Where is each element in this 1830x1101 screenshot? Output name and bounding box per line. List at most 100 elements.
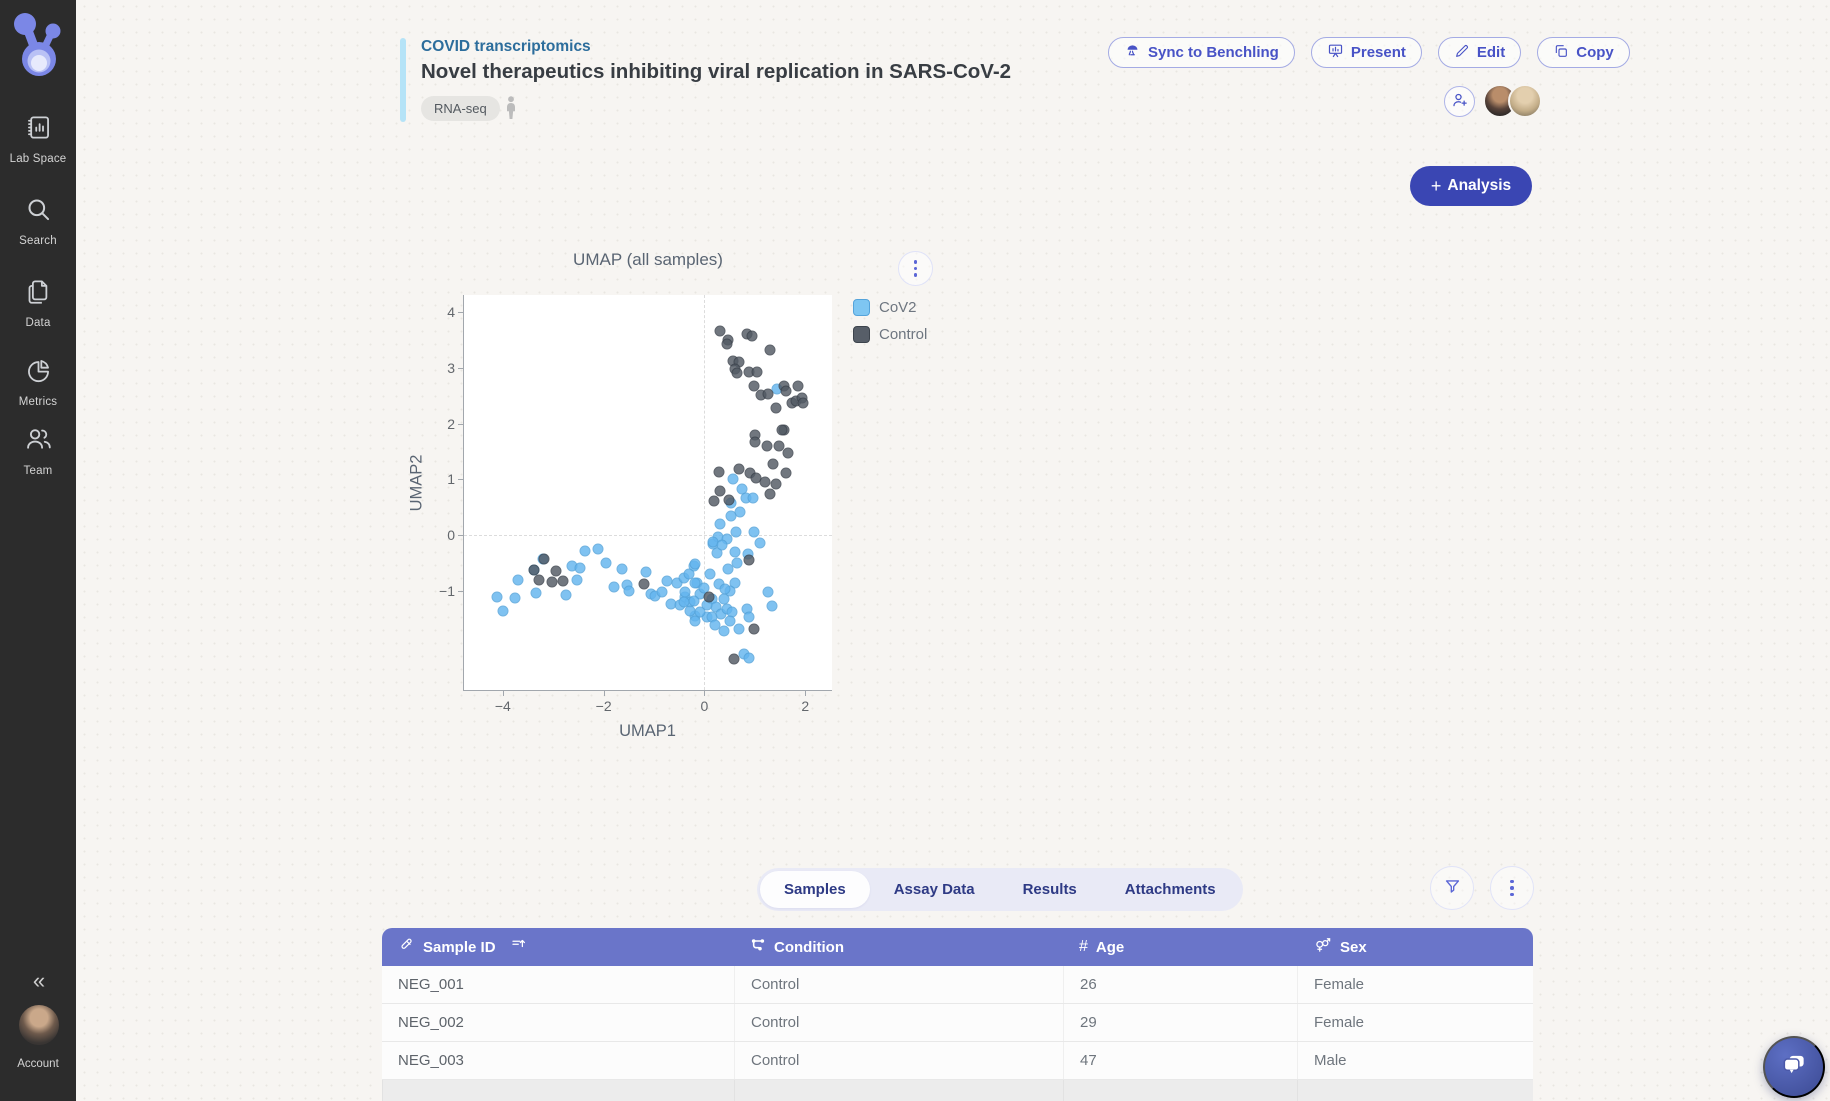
account-avatar[interactable] bbox=[19, 1005, 59, 1045]
lab-notebook-icon bbox=[25, 114, 52, 146]
pencil-icon bbox=[1454, 43, 1470, 63]
add-user-button[interactable] bbox=[1444, 85, 1475, 117]
sidebar-item-lab-space[interactable]: Lab Space bbox=[0, 114, 76, 165]
page-title: Novel therapeutics inhibiting viral repl… bbox=[421, 60, 1012, 83]
data-point-cov2 bbox=[560, 589, 572, 601]
title-accent-bar bbox=[400, 38, 406, 122]
filter-button[interactable] bbox=[1430, 866, 1474, 910]
sidebar-item-metrics[interactable]: Metrics bbox=[0, 357, 76, 408]
benchling-icon bbox=[1124, 42, 1141, 63]
data-point-control bbox=[762, 388, 774, 400]
data-point-cov2 bbox=[731, 557, 743, 569]
add-analysis-button[interactable]: + Analysis bbox=[1410, 166, 1532, 206]
chart-menu-button[interactable] bbox=[898, 251, 933, 286]
sidebar-item-label: Team bbox=[23, 465, 53, 477]
data-point-control bbox=[792, 380, 804, 392]
tab-samples[interactable]: Samples bbox=[760, 871, 870, 908]
y-tick bbox=[458, 423, 463, 425]
cell-age: 29 bbox=[1063, 1004, 1297, 1041]
x-tick bbox=[603, 691, 605, 696]
cell-condition: Control bbox=[734, 1042, 1063, 1079]
data-point-cov2 bbox=[600, 557, 612, 569]
data-point-cov2 bbox=[727, 473, 739, 485]
person-tag-icon bbox=[504, 96, 518, 125]
data-point-control bbox=[721, 338, 733, 350]
tab-attachments[interactable]: Attachments bbox=[1124, 881, 1216, 898]
y-tick-label: 3 bbox=[447, 359, 455, 376]
rna-seq-tag[interactable]: RNA-seq bbox=[421, 96, 500, 121]
table-row-partial[interactable] bbox=[382, 1080, 1533, 1101]
data-point-control bbox=[538, 553, 550, 565]
present-button[interactable]: Present bbox=[1310, 37, 1422, 68]
x-tick-label: −2 bbox=[595, 698, 612, 714]
y-tick bbox=[458, 479, 463, 481]
copy-button[interactable]: Copy bbox=[1537, 37, 1630, 68]
data-point-cov2 bbox=[509, 592, 521, 604]
edit-button[interactable]: Edit bbox=[1437, 37, 1522, 68]
data-point-control bbox=[748, 623, 760, 635]
data-point-cov2 bbox=[733, 623, 745, 635]
zero-gridline-x bbox=[704, 295, 706, 690]
tab-results[interactable]: Results bbox=[1022, 881, 1077, 898]
samples-table: Sample ID Condition # bbox=[382, 928, 1533, 1101]
sidebar-item-data[interactable]: Data bbox=[0, 278, 76, 329]
chart-legend: CoV2 Control bbox=[853, 299, 927, 343]
table-row[interactable]: NEG_001 Control 26 Female bbox=[382, 966, 1533, 1004]
y-tick-label: 1 bbox=[447, 471, 455, 488]
data-point-control bbox=[764, 488, 776, 500]
chat-launcher-button[interactable] bbox=[1763, 1036, 1825, 1098]
legend-item-cov2[interactable]: CoV2 bbox=[853, 299, 927, 316]
cell-sample-id: NEG_001 bbox=[398, 976, 464, 993]
account-label: Account bbox=[17, 1058, 59, 1070]
filter-icon bbox=[1443, 877, 1462, 899]
data-point-cov2 bbox=[718, 625, 730, 637]
data-point-cov2 bbox=[574, 562, 586, 574]
data-point-cov2 bbox=[608, 581, 620, 593]
table-row[interactable]: NEG_002 Control 29 Female bbox=[382, 1004, 1533, 1042]
y-tick-label: −1 bbox=[439, 583, 455, 600]
data-point-cov2 bbox=[730, 526, 742, 538]
sort-ascending-icon[interactable] bbox=[510, 936, 528, 958]
sidebar-item-label: Data bbox=[25, 317, 51, 329]
cell-sample-id: NEG_003 bbox=[398, 1052, 464, 1069]
data-point-cov2 bbox=[724, 615, 736, 627]
documents-icon bbox=[25, 278, 52, 310]
table-row[interactable]: NEG_003 Control 47 Male bbox=[382, 1042, 1533, 1080]
sync-to-benchling-button[interactable]: Sync to Benchling bbox=[1108, 37, 1295, 68]
add-user-icon bbox=[1451, 91, 1469, 112]
data-point-control bbox=[731, 367, 743, 379]
collaborator-avatar-2[interactable] bbox=[1508, 84, 1542, 118]
chat-bubbles-icon bbox=[1779, 1051, 1809, 1084]
y-tick-label: 0 bbox=[447, 527, 455, 544]
data-point-cov2 bbox=[579, 545, 591, 557]
tab-assay-data[interactable]: Assay Data bbox=[893, 881, 975, 898]
data-point-cov2 bbox=[684, 605, 696, 617]
column-header-sample-id[interactable]: Sample ID bbox=[382, 928, 734, 966]
table-menu-button[interactable] bbox=[1490, 866, 1534, 910]
column-header-sex[interactable]: Sex bbox=[1297, 928, 1533, 966]
data-point-cov2 bbox=[766, 600, 778, 612]
column-header-age[interactable]: # Age bbox=[1079, 938, 1125, 956]
data-point-cov2 bbox=[491, 591, 503, 603]
data-point-cov2 bbox=[571, 574, 583, 586]
kebab-icon bbox=[1510, 879, 1514, 897]
copy-icon bbox=[1553, 43, 1569, 63]
sidebar-item-team[interactable]: Team bbox=[0, 425, 76, 477]
data-point-control bbox=[528, 564, 540, 576]
column-header-condition[interactable]: Condition bbox=[734, 928, 1063, 966]
sidebar-item-label: Search bbox=[19, 235, 57, 247]
breadcrumb[interactable]: COVID transcriptomics bbox=[421, 38, 591, 55]
data-point-cov2 bbox=[719, 583, 731, 595]
data-point-control bbox=[728, 653, 740, 665]
legend-item-control[interactable]: Control bbox=[853, 326, 927, 343]
sidebar-item-search[interactable]: Search bbox=[0, 196, 76, 247]
data-point-control bbox=[743, 554, 755, 566]
cell-sex: Female bbox=[1297, 1004, 1533, 1041]
data-point-control bbox=[773, 440, 785, 452]
data-point-control bbox=[723, 494, 735, 506]
sidebar-collapse-button[interactable]: « bbox=[32, 968, 45, 993]
sidebar-item-label: Metrics bbox=[18, 396, 58, 408]
app-logo[interactable] bbox=[12, 13, 64, 84]
y-axis-title: UMAP2 bbox=[407, 454, 426, 512]
data-point-cov2 bbox=[743, 611, 755, 623]
